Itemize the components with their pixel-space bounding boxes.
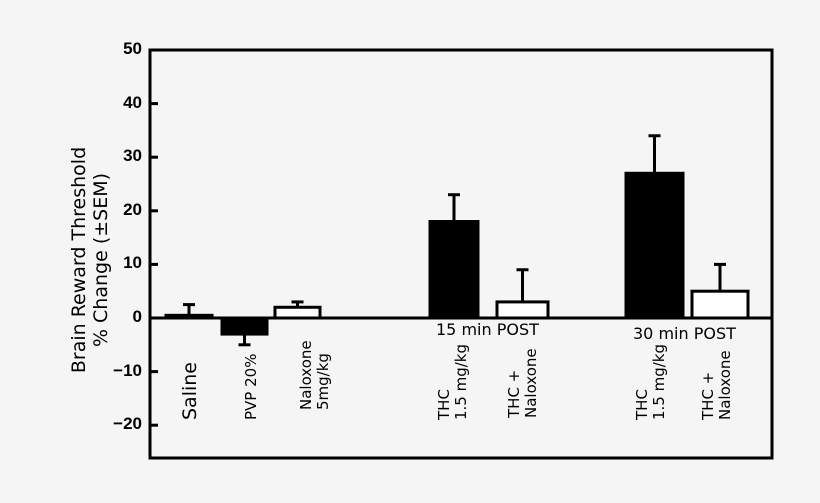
bar <box>690 289 750 320</box>
y-tick-label: 10 <box>123 253 142 273</box>
x-category-label: THC 1.5 mg/kg <box>633 343 668 420</box>
bar <box>428 220 480 320</box>
x-category-label: THC + Naloxone <box>505 348 540 418</box>
bar <box>273 305 322 320</box>
y-tick-label: 20 <box>123 199 142 219</box>
bar <box>220 316 269 336</box>
x-category-label: PVP 20% <box>242 353 260 420</box>
y-tick-label: −20 <box>113 414 142 434</box>
y-tick-label: 30 <box>123 146 142 166</box>
y-tick-label: −10 <box>113 360 142 380</box>
group-label-15min: 15 min POST <box>436 320 539 339</box>
x-category-label: THC + Naloxone <box>699 350 734 420</box>
group-label-30min: 30 min POST <box>633 324 736 343</box>
bar <box>624 171 685 320</box>
y-axis-title-line-1: Brain Reward Threshold <box>68 146 90 374</box>
y-tick-label: 40 <box>123 92 142 112</box>
plot-frame <box>148 48 774 460</box>
bar <box>164 313 214 320</box>
x-category-label: THC 1.5 mg/kg <box>435 343 470 420</box>
bar <box>495 300 550 320</box>
x-category-label: Saline <box>179 362 201 420</box>
x-category-label: Naloxone 5mg/kg <box>297 340 332 410</box>
y-tick-label: 0 <box>132 307 142 326</box>
y-tick-label: 50 <box>123 39 142 58</box>
